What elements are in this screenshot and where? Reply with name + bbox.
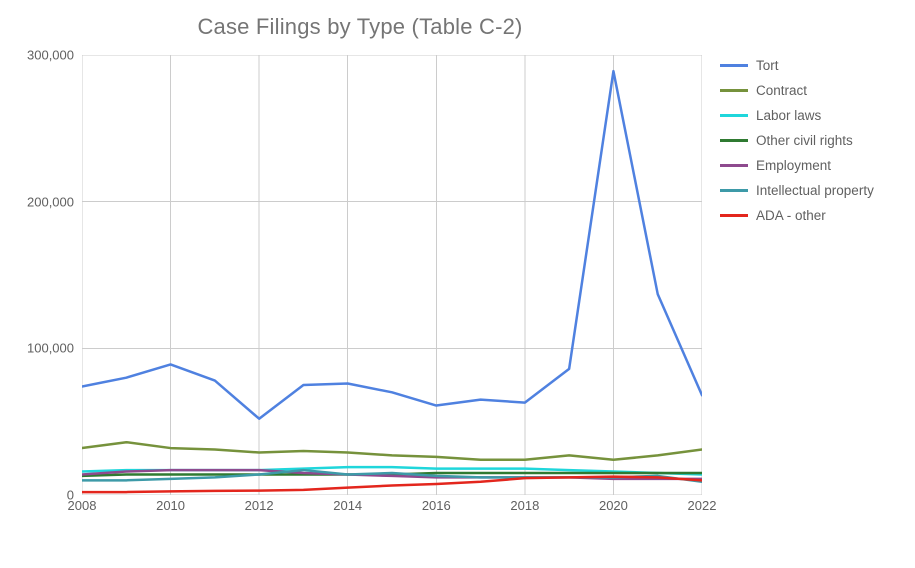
legend-label: Contract xyxy=(756,83,807,98)
legend-swatch xyxy=(720,189,748,192)
legend-item: Tort xyxy=(720,54,910,76)
x-tick-label: 2012 xyxy=(245,498,274,513)
legend-label: Intellectual property xyxy=(756,183,874,198)
chart-container: Case Filings by Type (Table C-2) 0100,00… xyxy=(0,0,915,568)
legend-item: Employment xyxy=(720,154,910,176)
x-tick-label: 2018 xyxy=(510,498,539,513)
legend-swatch xyxy=(720,64,748,67)
legend-item: Contract xyxy=(720,79,910,101)
x-tick-label: 2016 xyxy=(422,498,451,513)
x-tick-label: 2014 xyxy=(333,498,362,513)
plot-area xyxy=(82,55,702,495)
legend-item: Intellectual property xyxy=(720,179,910,201)
x-tick-label: 2008 xyxy=(68,498,97,513)
legend-item: ADA - other xyxy=(720,204,910,226)
y-tick-label: 200,000 xyxy=(27,194,74,209)
legend: Tort Contract Labor laws Other civil rights… xyxy=(720,54,910,229)
chart-title: Case Filings by Type (Table C-2) xyxy=(0,14,720,40)
y-tick-label: 300,000 xyxy=(27,48,74,63)
x-tick-label: 2020 xyxy=(599,498,628,513)
legend-swatch xyxy=(720,214,748,217)
x-axis-labels: 20082010201220142016201820202022 xyxy=(82,498,702,522)
x-tick-label: 2010 xyxy=(156,498,185,513)
legend-label: ADA - other xyxy=(756,208,826,223)
legend-item: Other civil rights xyxy=(720,129,910,151)
y-tick-label: 100,000 xyxy=(27,341,74,356)
legend-label: Tort xyxy=(756,58,779,73)
legend-label: Labor laws xyxy=(756,108,821,123)
legend-swatch xyxy=(720,89,748,92)
legend-swatch xyxy=(720,164,748,167)
legend-swatch xyxy=(720,139,748,142)
legend-item: Labor laws xyxy=(720,104,910,126)
legend-label: Other civil rights xyxy=(756,133,853,148)
legend-label: Employment xyxy=(756,158,831,173)
legend-swatch xyxy=(720,114,748,117)
plot-svg xyxy=(82,55,702,495)
x-tick-label: 2022 xyxy=(688,498,717,513)
series-line-tort xyxy=(82,71,702,419)
series-line-contract xyxy=(82,442,702,460)
y-axis-labels: 0100,000200,000300,000 xyxy=(0,55,78,495)
